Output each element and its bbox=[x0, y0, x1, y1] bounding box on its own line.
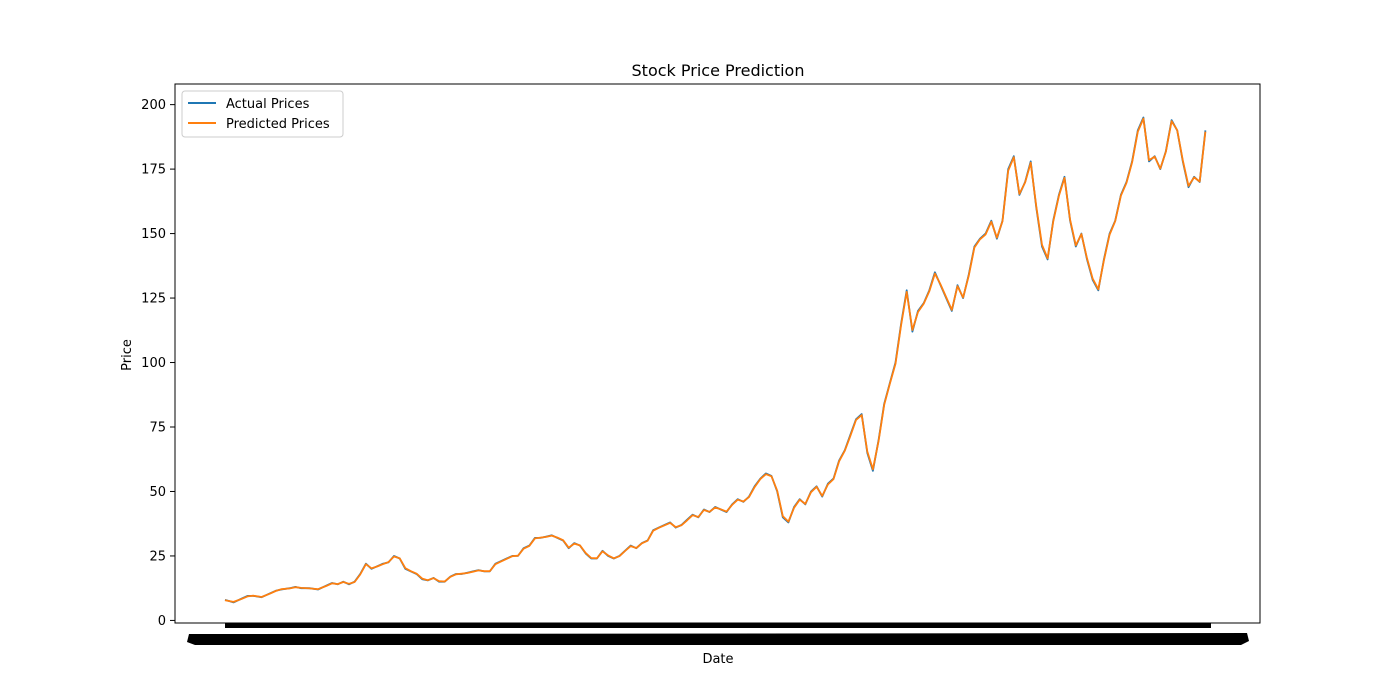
y-tick-label: 0 bbox=[158, 614, 166, 629]
y-tick-label: 100 bbox=[141, 356, 166, 371]
legend: Actual Prices Predicted Prices bbox=[181, 90, 344, 138]
x-axis-date-ticks bbox=[187, 623, 1249, 645]
x-axis-label: Date bbox=[702, 652, 733, 667]
legend-label-predicted: Predicted Prices bbox=[226, 117, 330, 132]
y-tick-label: 200 bbox=[141, 98, 166, 113]
x-tick-marks-band bbox=[225, 623, 1211, 628]
y-axis: 0 25 50 75 100 125 150 175 200 bbox=[141, 98, 175, 629]
chart-title: Stock Price Prediction bbox=[632, 61, 805, 80]
series-lines bbox=[224, 116, 1207, 604]
y-tick-label: 25 bbox=[149, 549, 166, 564]
x-tick-labels-band bbox=[187, 633, 1249, 645]
y-axis-label: Price bbox=[120, 339, 135, 371]
y-tick-label: 75 bbox=[149, 421, 166, 436]
legend-label-actual: Actual Prices bbox=[226, 97, 310, 112]
series-line-predicted-prices bbox=[224, 117, 1207, 603]
y-tick-label: 50 bbox=[149, 485, 166, 500]
y-tick-label: 175 bbox=[141, 163, 166, 178]
y-tick-label: 150 bbox=[141, 227, 166, 242]
y-tick-label: 125 bbox=[141, 292, 166, 307]
plot-area bbox=[174, 83, 1261, 624]
legend-box bbox=[181, 90, 344, 138]
